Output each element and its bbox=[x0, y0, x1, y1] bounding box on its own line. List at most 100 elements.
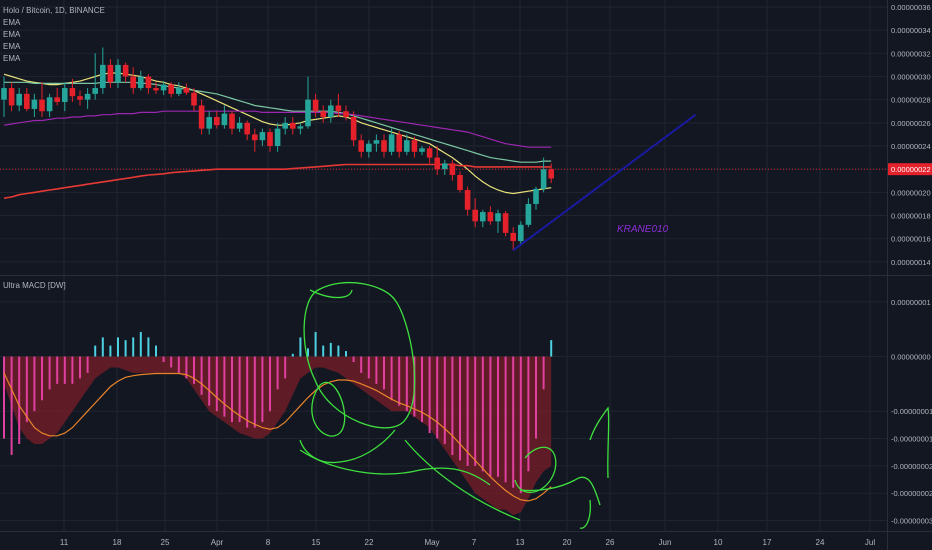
hand-drawn-stroke bbox=[579, 499, 591, 529]
macd-legend[interactable]: Ultra MACD [DW] bbox=[3, 281, 66, 290]
candle-body bbox=[24, 93, 30, 109]
macd-axis: 0.00000001 0.00000000 -0.00000001 -0.000000… bbox=[891, 298, 932, 526]
ema-legend-2[interactable]: EMA bbox=[3, 30, 21, 39]
histogram-bar bbox=[527, 356, 530, 472]
histogram-bar bbox=[512, 356, 515, 488]
trendline bbox=[512, 113, 697, 252]
ema-legend-1[interactable]: EMA bbox=[3, 18, 21, 27]
histogram-bar bbox=[193, 356, 195, 384]
time-tick-label: Jul bbox=[865, 538, 875, 547]
candle-body bbox=[449, 163, 456, 175]
histogram-bar bbox=[459, 356, 461, 461]
candle-body bbox=[122, 64, 129, 77]
ema-line-3 bbox=[3, 110, 552, 148]
candle-body bbox=[411, 140, 418, 152]
histogram-bar bbox=[101, 337, 104, 357]
current-price-tag bbox=[888, 163, 932, 176]
histogram-bar bbox=[542, 356, 545, 390]
candle-body bbox=[191, 92, 197, 106]
time-tick-label: 17 bbox=[763, 538, 772, 547]
candle-body bbox=[100, 64, 106, 89]
macd-tick-label: -0.00000003 bbox=[891, 517, 932, 526]
histogram-bar bbox=[276, 356, 279, 390]
symbol-title[interactable]: Holo / Bitcoin, 1D, BINANCE bbox=[3, 6, 105, 15]
histogram-bar bbox=[481, 356, 484, 472]
histogram-bar bbox=[48, 356, 51, 390]
price-axis: 0.00000036 0.00000034 0.00000032 0.00000030… bbox=[891, 3, 931, 267]
hand-drawn-stroke bbox=[299, 449, 491, 486]
candle-body bbox=[335, 105, 342, 112]
histogram-bar bbox=[71, 356, 74, 384]
histogram-bar bbox=[375, 356, 378, 384]
candle-body bbox=[183, 88, 190, 93]
candle-body bbox=[92, 88, 98, 94]
histogram-bar bbox=[436, 356, 439, 439]
histogram-bar bbox=[405, 356, 408, 412]
time-tick-label: 8 bbox=[266, 538, 271, 547]
macd-tick-label: -0.00000001 bbox=[891, 435, 932, 444]
candle-body bbox=[396, 134, 402, 152]
histogram-bar bbox=[299, 337, 302, 357]
histogram-bar bbox=[124, 340, 127, 357]
ema-legend-3[interactable]: EMA bbox=[3, 42, 21, 51]
histogram-bar bbox=[223, 356, 226, 417]
histogram-bar bbox=[147, 337, 150, 357]
histogram-bar bbox=[253, 356, 256, 428]
drawings bbox=[299, 113, 697, 529]
candle-body bbox=[297, 126, 304, 129]
current-price-marker: 0.00000022 bbox=[0, 163, 932, 176]
time-tick-label: 7 bbox=[472, 538, 477, 547]
histogram-bar bbox=[155, 345, 157, 357]
histogram-bar bbox=[329, 342, 332, 357]
current-price-label: 0.00000022 bbox=[891, 165, 931, 174]
time-tick-label: Apr bbox=[211, 538, 224, 547]
candle-body bbox=[16, 93, 22, 106]
time-tick-label: 10 bbox=[714, 538, 723, 547]
time-tick-label: 25 bbox=[161, 538, 170, 547]
price-tick-label: 0.00000030 bbox=[891, 72, 931, 81]
histogram-bar bbox=[428, 356, 431, 434]
candle-body bbox=[404, 140, 410, 152]
hand-drawn-stroke bbox=[589, 406, 610, 479]
ema-line-4 bbox=[3, 163, 552, 199]
candle-body bbox=[442, 163, 448, 170]
hand-drawn-stroke bbox=[309, 289, 353, 299]
price-tick-label: 0.00000034 bbox=[891, 26, 931, 35]
ema-legend-4[interactable]: EMA bbox=[3, 54, 21, 63]
hand-drawn-stroke bbox=[519, 476, 601, 506]
time-tick-label: Jun bbox=[659, 538, 672, 547]
candle-body bbox=[426, 148, 433, 158]
candle-body bbox=[39, 99, 45, 112]
candle-body bbox=[502, 213, 509, 233]
hand-drawn-stroke bbox=[514, 446, 557, 493]
histogram-bar bbox=[86, 356, 89, 373]
candle-body bbox=[305, 99, 311, 127]
time-tick-label: 13 bbox=[516, 538, 525, 547]
histogram-bar bbox=[367, 356, 370, 379]
histogram-bar bbox=[117, 337, 119, 357]
candle-body bbox=[290, 122, 296, 129]
histogram-bar bbox=[63, 356, 66, 384]
histogram-bar bbox=[345, 351, 347, 357]
histogram-bar bbox=[246, 356, 249, 428]
candle-body bbox=[464, 190, 471, 210]
histogram-bar bbox=[56, 356, 59, 384]
annotation-text[interactable]: KRANE010 bbox=[617, 224, 669, 235]
price-tick-label: 0.00000016 bbox=[891, 235, 931, 244]
histogram-bar bbox=[504, 356, 507, 483]
candle-body bbox=[525, 203, 532, 225]
histogram-bar bbox=[337, 345, 340, 357]
candle-body bbox=[312, 99, 319, 112]
candle-body bbox=[176, 88, 182, 94]
candle-body bbox=[540, 169, 547, 189]
macd-tick-label: -0.00000002 bbox=[891, 462, 932, 471]
histogram-bar bbox=[352, 356, 355, 362]
candle-body bbox=[533, 188, 539, 204]
histogram-bar bbox=[25, 356, 28, 423]
macd-tick-label: 0.00000000 bbox=[891, 353, 931, 362]
candle-body bbox=[320, 111, 326, 118]
candle-body bbox=[236, 122, 243, 129]
price-tick-label: 0.00000028 bbox=[891, 96, 931, 105]
candle-body bbox=[267, 132, 273, 147]
